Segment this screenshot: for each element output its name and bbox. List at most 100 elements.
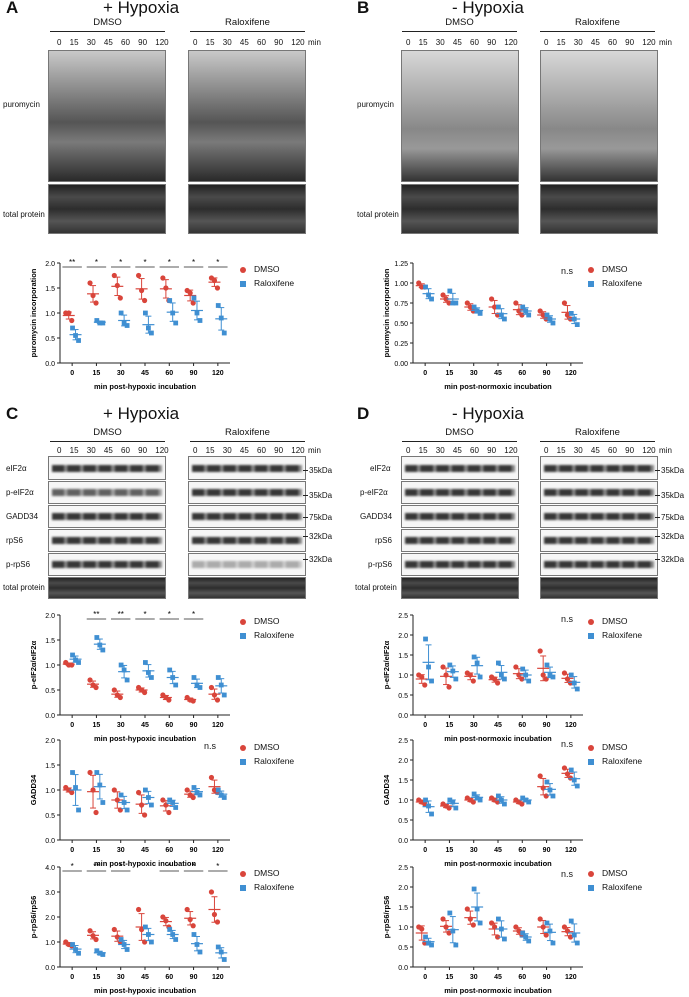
data-point-dmso	[69, 317, 75, 324]
blot-gadd34-raloxifene	[188, 505, 306, 528]
significance-label: *	[192, 258, 195, 267]
data-point-raloxifene	[447, 797, 453, 803]
blot-rps6-raloxifene	[540, 529, 658, 552]
data-point-raloxifene	[94, 948, 100, 954]
data-point-dmso	[139, 287, 145, 294]
chart-c-p-rps6: 0.0 1.0 2.0 3.0 4.0 0 15 30 45 60 90 120 min post-hy…	[29, 862, 230, 995]
data-point-raloxifene	[197, 949, 203, 955]
data-point-raloxifene	[426, 803, 431, 809]
data-point-raloxifene	[191, 295, 197, 301]
blot-gadd34-raloxifene	[540, 505, 658, 528]
blot-p-rps6-raloxifene	[188, 553, 306, 576]
data-point-dmso	[211, 911, 218, 918]
data-point-raloxifene	[146, 325, 151, 331]
data-point-dmso	[440, 916, 446, 922]
x-axis-label: min post-normoxic incubation	[444, 859, 552, 868]
data-point-dmso	[446, 805, 452, 811]
data-point-raloxifene	[76, 950, 81, 956]
data-point-dmso	[492, 676, 498, 682]
data-point-dmso	[160, 797, 166, 803]
significance-label: *	[216, 862, 219, 871]
x-tick-label: 0	[423, 847, 427, 854]
blot-total-protein-raloxifene	[540, 184, 658, 234]
data-point-dmso	[214, 285, 221, 291]
data-point-dmso	[446, 930, 452, 936]
legend-item-dmso: DMSO	[240, 262, 294, 276]
data-point-dmso	[87, 928, 93, 934]
data-point-dmso	[513, 664, 519, 670]
data-point-dmso	[93, 684, 99, 691]
data-point-raloxifene	[426, 664, 431, 670]
y-tick-label: 2.0	[45, 613, 55, 620]
data-point-raloxifene	[73, 657, 78, 663]
y-axis-label: p-eIF2α/eIF2α	[29, 640, 38, 689]
data-point-dmso	[142, 689, 148, 696]
data-point-dmso	[519, 801, 525, 807]
data-point-raloxifene	[118, 937, 124, 942]
data-point-dmso	[114, 282, 120, 289]
blot-eif2a-dmso	[401, 456, 519, 480]
x-tick-label: 15	[446, 974, 454, 981]
y-tick-label: 1.5	[45, 286, 55, 293]
y-tick-label: 1.0	[45, 663, 55, 670]
square-icon	[588, 884, 594, 891]
data-point-raloxifene	[215, 787, 221, 793]
x-tick-label: 120	[212, 370, 224, 377]
data-point-raloxifene	[215, 303, 221, 308]
data-point-dmso	[208, 774, 215, 781]
y-tick-label: 0.5	[398, 818, 408, 825]
blot-total-protein-dmso	[401, 184, 519, 234]
x-tick-label: 60	[165, 370, 173, 377]
blot-rps6-raloxifene	[188, 529, 306, 552]
blot-total-protein-raloxifene	[188, 577, 306, 599]
data-point-raloxifene	[76, 660, 81, 665]
data-point-raloxifene	[173, 937, 179, 942]
data-point-raloxifene	[94, 318, 100, 323]
data-point-raloxifene	[97, 642, 103, 648]
data-point-raloxifene	[143, 310, 148, 316]
data-point-dmso	[111, 272, 117, 279]
data-point-dmso	[513, 924, 519, 930]
data-point-dmso	[419, 926, 425, 932]
y-tick-label: 0.75	[394, 301, 408, 308]
data-point-raloxifene	[568, 672, 574, 678]
data-point-dmso	[564, 928, 571, 934]
data-point-raloxifene	[167, 298, 173, 303]
data-point-dmso	[117, 694, 123, 701]
data-point-raloxifene	[520, 304, 526, 310]
legend-c: DMSO Raloxifene	[240, 614, 294, 642]
data-point-dmso	[537, 308, 543, 314]
data-point-raloxifene	[574, 322, 580, 327]
y-tick-label: 2.0	[398, 633, 408, 640]
x-tick-label: 60	[165, 722, 173, 729]
blot-gadd34-dmso	[48, 505, 166, 528]
data-point-raloxifene	[124, 677, 130, 683]
data-point-raloxifene	[526, 678, 532, 684]
data-point-raloxifene	[121, 667, 127, 673]
y-axis-label: puromycin incorporation	[382, 268, 391, 357]
data-point-raloxifene	[170, 675, 176, 680]
data-point-dmso	[419, 674, 425, 680]
blot-label-eif2a: eIF2α	[370, 464, 391, 473]
significance-label: *	[192, 610, 195, 619]
legend-item-raloxifene: Raloxifene	[588, 276, 642, 290]
kda-marker: 32kDa	[303, 532, 332, 541]
y-axis-label: p-rpS6/rpS6	[29, 896, 38, 939]
group-underline	[190, 31, 305, 32]
panel-title-d: - Hypoxia	[452, 404, 524, 423]
significance-label: *	[168, 610, 171, 619]
data-point-dmso	[93, 936, 99, 943]
panel-title-c: + Hypoxia	[103, 404, 180, 423]
data-point-dmso	[142, 812, 148, 818]
data-point-raloxifene	[221, 795, 227, 800]
legend-label-raloxifene: Raloxifene	[254, 278, 295, 288]
legend-label-dmso: DMSO	[602, 264, 628, 274]
y-tick-label: 4.0	[45, 865, 55, 872]
group-underline	[540, 31, 655, 32]
circle-icon	[240, 266, 246, 273]
data-point-dmso	[513, 300, 519, 306]
blot-p-rps6-dmso	[401, 553, 519, 576]
data-point-raloxifene	[70, 770, 75, 775]
y-tick-label: 0.5	[45, 813, 55, 820]
x-tick-label: 45	[141, 370, 149, 377]
